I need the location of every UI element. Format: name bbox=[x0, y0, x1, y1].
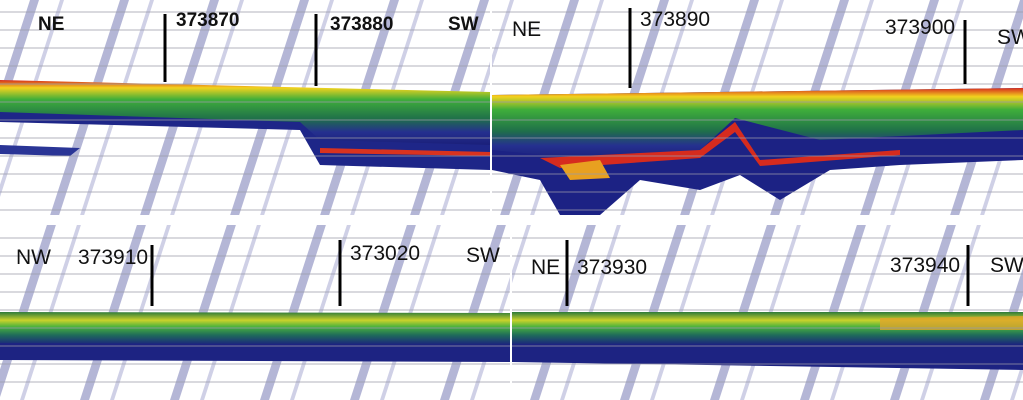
marker-label: 373880 bbox=[330, 14, 393, 35]
marker-label: 373870 bbox=[176, 10, 239, 31]
panel-4 bbox=[512, 225, 1023, 400]
direction-label: NE bbox=[38, 14, 64, 35]
marker-label: 373940 bbox=[890, 254, 960, 277]
marker-label: 373890 bbox=[640, 8, 710, 31]
marker-label: 373910 bbox=[78, 246, 148, 269]
echogram: NE 373870 373880 SW NE 373890 373900 SW … bbox=[0, 0, 1023, 400]
direction-label: NE bbox=[512, 18, 541, 41]
panel-1 bbox=[0, 0, 490, 215]
panel-gap bbox=[0, 215, 1023, 225]
marker-label: 373900 bbox=[885, 16, 955, 39]
direction-label: NW bbox=[16, 246, 51, 269]
direction-label: SW bbox=[997, 26, 1023, 49]
marker-label: 373930 bbox=[577, 256, 647, 279]
direction-label: SW bbox=[990, 254, 1023, 277]
marker-label: 373020 bbox=[350, 242, 420, 265]
panel-3 bbox=[0, 225, 510, 400]
direction-label: SW bbox=[448, 14, 479, 35]
direction-label: SW bbox=[466, 244, 500, 267]
direction-label: NE bbox=[531, 256, 560, 279]
